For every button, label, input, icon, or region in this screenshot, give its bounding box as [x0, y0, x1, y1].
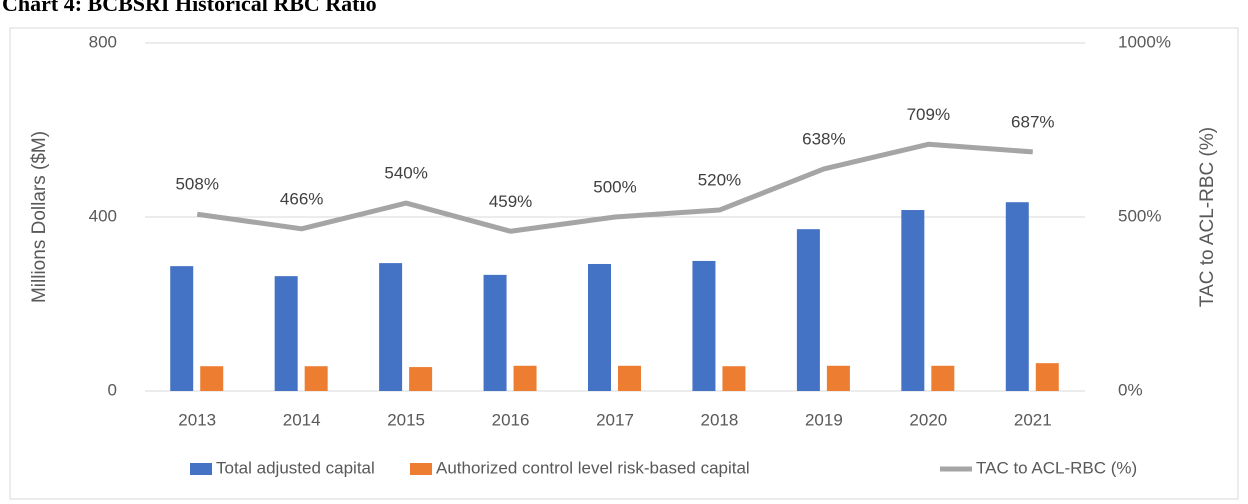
y-tick-label: 0 — [108, 380, 117, 399]
y2-axis-label: TAC to ACL-RBC (%) — [1197, 127, 1218, 307]
bar — [931, 365, 955, 391]
value-label: 540% — [384, 164, 427, 183]
bar — [274, 276, 298, 391]
bar — [304, 366, 328, 391]
bar — [409, 367, 433, 391]
value-label: 687% — [1011, 112, 1054, 131]
value-label: 520% — [698, 171, 741, 190]
value-label: 459% — [489, 192, 532, 211]
legend-label: TAC to ACL-RBC (%) — [976, 458, 1137, 477]
bar — [901, 210, 925, 391]
x-tick-label: 2019 — [805, 410, 843, 429]
y-tick-label: 800 — [89, 32, 117, 51]
y-axis-label: Millions Dollars ($M) — [29, 131, 50, 303]
bar — [618, 365, 641, 391]
x-tick-label: 2021 — [1014, 410, 1052, 429]
y2-tick-label: 0% — [1118, 380, 1143, 399]
x-tick-label: 2015 — [387, 410, 425, 429]
bar — [1035, 363, 1059, 391]
bar — [170, 266, 194, 391]
value-label: 508% — [175, 175, 218, 194]
legend-swatch — [190, 463, 212, 475]
value-label: 466% — [280, 189, 323, 208]
y-tick-label: 400 — [89, 206, 117, 225]
value-label: 500% — [593, 177, 636, 196]
legend-label: Total adjusted capital — [216, 458, 375, 477]
x-tick-label: 2014 — [283, 410, 321, 429]
x-tick-label: 2016 — [492, 410, 530, 429]
bar — [483, 274, 507, 391]
line — [196, 141, 1033, 234]
value-label: 709% — [907, 105, 950, 124]
chart-border — [9, 27, 1239, 500]
legend-swatch — [410, 463, 432, 475]
bar — [692, 260, 716, 391]
bar — [200, 366, 224, 391]
bar — [796, 229, 820, 391]
x-tick-label: 2017 — [596, 410, 634, 429]
legend-label: Authorized control level risk-based capi… — [436, 458, 750, 477]
bar — [513, 365, 537, 391]
bar — [722, 366, 746, 391]
bar — [826, 365, 850, 391]
y2-tick-label: 1000% — [1118, 32, 1171, 51]
bar — [379, 263, 403, 391]
x-tick-label: 2018 — [701, 410, 739, 429]
bar — [588, 263, 611, 391]
y2-tick-label: 500% — [1118, 206, 1161, 225]
x-tick-label: 2020 — [909, 410, 947, 429]
value-label: 638% — [802, 129, 845, 148]
x-tick-label: 2013 — [178, 410, 216, 429]
chart-title: Chart 4: BCBSRI Historical RBC Ratio — [2, 0, 377, 16]
bar — [1005, 202, 1029, 391]
